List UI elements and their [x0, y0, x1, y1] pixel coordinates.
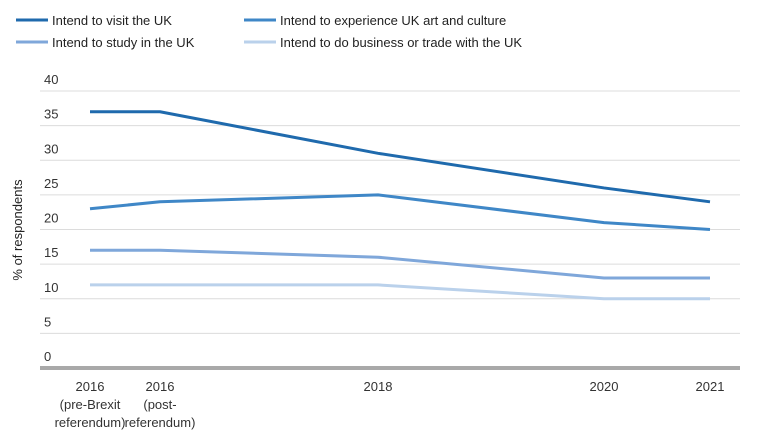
y-tick-label: 15	[44, 245, 58, 260]
legend-label: Intend to experience UK art and culture	[280, 13, 506, 28]
legend-label: Intend to visit the UK	[52, 13, 172, 28]
data-line	[90, 110, 711, 204]
legend-label: Intend to do business or trade with the …	[280, 35, 522, 50]
x-tick-label: 2021	[696, 379, 725, 394]
x-tick-label: 2020	[590, 379, 619, 394]
data-line	[90, 283, 710, 301]
y-tick-label: 40	[44, 72, 58, 87]
y-tick-label: 5	[44, 314, 51, 329]
y-axis-title: % of respondents	[10, 179, 25, 281]
y-tick-label: 10	[44, 280, 58, 295]
x-tick-label: (post-	[143, 397, 176, 412]
x-tick-label: 2016	[76, 379, 105, 394]
x-axis-line	[40, 366, 740, 370]
legend-label: Intend to study in the UK	[52, 35, 195, 50]
x-tick-label: 2018	[364, 379, 393, 394]
x-tick-label: (pre-Brexit	[60, 397, 121, 412]
y-tick-label: 30	[44, 141, 58, 156]
y-tick-label: 0	[44, 349, 51, 364]
x-tick-label: referendum)	[55, 415, 126, 430]
y-tick-label: 35	[44, 107, 58, 122]
y-tick-label: 25	[44, 176, 58, 191]
data-line	[89, 193, 711, 231]
data-line	[90, 248, 710, 280]
x-tick-label: referendum)	[125, 415, 196, 430]
y-tick-label: 20	[44, 211, 58, 226]
x-tick-label: 2016	[146, 379, 175, 394]
